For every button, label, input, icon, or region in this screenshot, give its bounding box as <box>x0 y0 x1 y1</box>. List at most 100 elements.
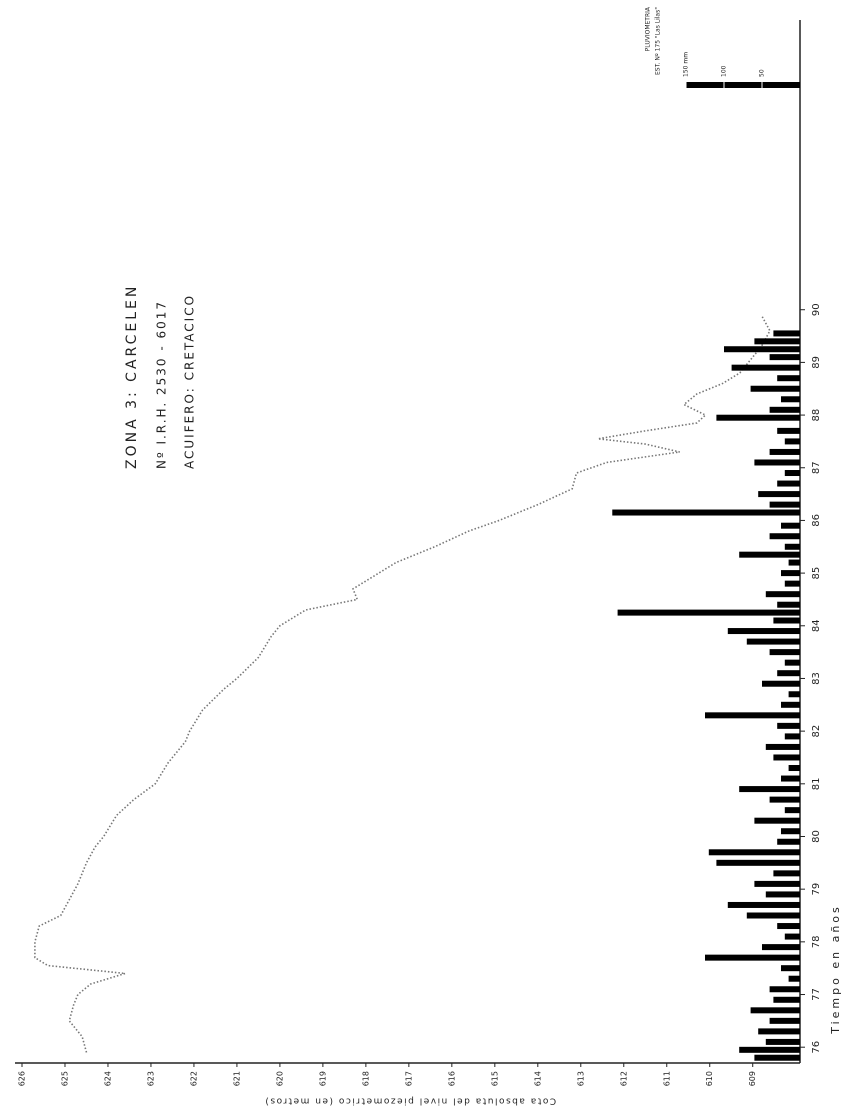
scale-label: 100 <box>721 65 728 77</box>
y-tick-label: 609 <box>748 1071 757 1086</box>
rain-bar <box>769 406 800 413</box>
rain-bar <box>769 501 800 508</box>
rain-bar <box>754 338 801 345</box>
x-tick-label: 89 <box>811 356 822 369</box>
rain-bar <box>765 591 800 598</box>
rain-bar <box>758 1028 801 1035</box>
rain-bar <box>746 912 800 919</box>
chart-subtitle: ACUIFERO: CRETACICO <box>183 294 197 469</box>
rain-bar <box>769 1017 800 1024</box>
rain-bar <box>716 414 801 421</box>
scale-label: 50 <box>759 69 766 77</box>
x-tick-label: 84 <box>811 619 822 632</box>
y-tick-label: 614 <box>533 1071 542 1086</box>
chart-title: ZONA 3: CARCELEN <box>124 284 140 469</box>
rain-bar <box>777 480 801 487</box>
rain-bar <box>754 880 801 887</box>
rain-bar <box>746 638 800 645</box>
x-tick-label: 90 <box>811 303 822 316</box>
y-tick-label: 612 <box>619 1071 628 1086</box>
rain-bar <box>769 533 800 540</box>
x-tick-label: 80 <box>811 830 822 843</box>
y-axis-title: Cota absoluta del nivel piezometrico (en… <box>264 1096 556 1106</box>
rain-bar <box>739 786 801 793</box>
legend-title: EST. Nº 175 "Las Lilas" <box>655 7 662 75</box>
y-tick-label: 623 <box>146 1071 155 1086</box>
rain-bar <box>777 670 801 677</box>
y-tick-label: 626 <box>18 1071 27 1086</box>
y-tick-label: 624 <box>103 1071 112 1086</box>
legend-title: PLUVIOMETRIA <box>645 6 652 51</box>
rain-bar <box>781 775 800 782</box>
rain-bar <box>777 375 801 382</box>
rain-bar <box>727 628 800 635</box>
y-tick-label: 613 <box>576 1071 585 1086</box>
rain-bar <box>765 891 800 898</box>
x-tick-label: 88 <box>811 409 822 422</box>
rain-bar <box>777 427 801 434</box>
rain-bar <box>739 551 801 558</box>
y-tick-label: 616 <box>447 1071 456 1086</box>
rain-bar <box>708 849 800 856</box>
rain-bar <box>765 1038 800 1045</box>
x-tick-label: 81 <box>811 777 822 790</box>
scale-label: 150 mm <box>683 52 690 77</box>
rain-bar <box>788 765 800 772</box>
rain-bar <box>705 712 800 719</box>
rain-bar <box>777 601 801 608</box>
x-tick-label: 82 <box>811 725 822 738</box>
rain-bar <box>788 559 800 566</box>
y-tick-label: 615 <box>490 1071 499 1086</box>
rain-bar <box>758 491 801 498</box>
rain-bar <box>781 965 800 972</box>
y-tick-label: 625 <box>60 1071 69 1086</box>
rain-bar <box>762 680 800 687</box>
rain-bar <box>781 701 800 708</box>
x-tick-label: 79 <box>811 883 822 896</box>
rain-bar <box>784 733 800 740</box>
y-tick-label: 611 <box>662 1071 671 1086</box>
y-tick-label: 618 <box>361 1071 370 1086</box>
rain-bar <box>784 659 800 666</box>
rain-bar <box>612 509 801 516</box>
rain-bar <box>784 580 800 587</box>
x-axis-title: Tiempo en años <box>829 904 842 1035</box>
rain-bar <box>777 838 801 845</box>
rain-bar <box>773 754 801 761</box>
x-tick-label: 85 <box>811 567 822 580</box>
rain-bar <box>727 901 800 908</box>
scale-bar <box>686 82 800 88</box>
rotated-chart: ZONA 3: CARCELEN Nº I.R.H. 2530 - 6017 A… <box>15 6 842 1106</box>
rain-bar <box>754 459 801 466</box>
x-tick-label: 83 <box>811 672 822 685</box>
rain-bar <box>788 975 800 982</box>
rain-bar <box>784 543 800 550</box>
rain-bar <box>781 522 800 529</box>
rain-bar <box>769 448 800 455</box>
level-line <box>34 314 771 1053</box>
y-tick-label: 619 <box>318 1071 327 1086</box>
y-tick-label: 622 <box>189 1071 198 1086</box>
rain-bar <box>784 807 800 814</box>
rain-bar <box>705 954 800 961</box>
rain-bar <box>769 986 800 993</box>
rain-bar <box>784 438 800 445</box>
x-tick-label: 86 <box>811 514 822 527</box>
y-tick-label: 621 <box>232 1071 241 1086</box>
rain-bar <box>750 1007 800 1014</box>
x-tick-label: 76 <box>811 1041 822 1054</box>
y-tick-label: 617 <box>404 1071 413 1086</box>
rain-bar <box>773 330 801 337</box>
rain-bar <box>773 870 801 877</box>
rain-bar <box>773 996 801 1003</box>
rain-bar <box>724 346 800 353</box>
rain-bar <box>739 1046 801 1053</box>
rain-bar <box>781 828 800 835</box>
x-tick-label: 87 <box>811 461 822 474</box>
rain-bar <box>731 364 800 371</box>
rain-bar <box>617 609 800 616</box>
x-tick-label: 78 <box>811 935 822 948</box>
chart-subtitle: Nº I.R.H. 2530 - 6017 <box>155 300 169 469</box>
rain-bar <box>777 923 801 930</box>
